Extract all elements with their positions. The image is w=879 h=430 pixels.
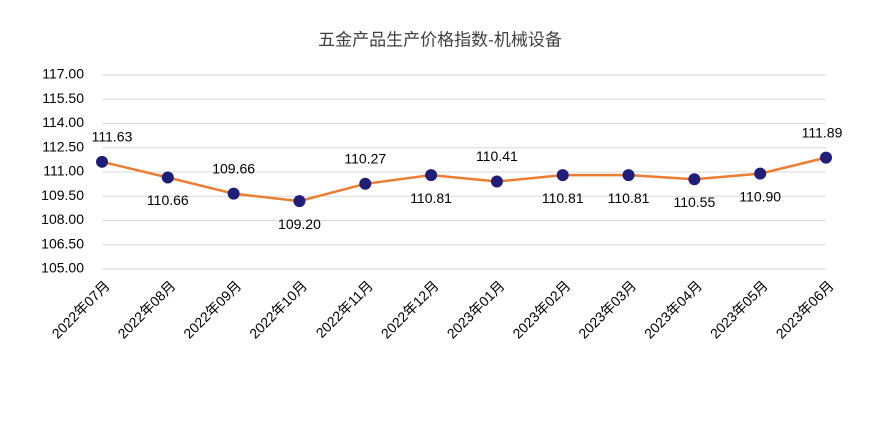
chart-title: 五金产品生产价格指数-机械设备 <box>318 30 562 49</box>
data-point <box>688 173 701 186</box>
data-point <box>425 169 438 182</box>
x-tick-label: 2022年11月 <box>313 277 376 340</box>
data-label: 110.81 <box>410 190 452 206</box>
data-point <box>556 169 569 182</box>
x-tick-label: 2023年06月 <box>773 277 837 341</box>
data-point <box>622 169 635 182</box>
y-tick-label: 109.50 <box>41 187 84 203</box>
data-label: 110.90 <box>739 188 781 204</box>
y-tick-label: 112.50 <box>42 138 84 154</box>
data-label: 109.66 <box>212 160 255 176</box>
x-tick-label: 2023年03月 <box>575 277 639 341</box>
data-label: 110.55 <box>673 194 715 210</box>
x-tick-label: 2023年02月 <box>509 277 573 341</box>
y-tick-label: 117.00 <box>42 66 84 82</box>
y-tick-label: 114.00 <box>42 114 84 130</box>
x-tick-label: 2022年07月 <box>49 277 113 341</box>
y-tick-label: 115.50 <box>42 90 84 106</box>
data-label: 110.66 <box>147 192 189 208</box>
x-tick-label: 2022年12月 <box>378 277 442 341</box>
data-label: 110.27 <box>344 151 386 167</box>
x-tick-label: 2023年05月 <box>707 277 771 341</box>
data-point <box>359 177 372 190</box>
data-point <box>227 187 240 200</box>
x-tick-label: 2023年01月 <box>444 277 508 341</box>
y-tick-label: 105.00 <box>41 260 84 276</box>
data-label: 110.41 <box>476 148 518 164</box>
data-label: 110.81 <box>608 190 650 206</box>
x-tick-label: 2022年09月 <box>180 277 244 341</box>
x-tick-label: 2022年10月 <box>246 277 310 341</box>
data-label: 111.63 <box>92 129 133 145</box>
y-tick-label: 106.50 <box>41 235 84 251</box>
data-point <box>96 155 108 168</box>
data-point <box>161 171 174 184</box>
data-point <box>754 167 767 180</box>
x-tick-label: 2023年04月 <box>641 277 705 341</box>
data-line <box>101 156 827 203</box>
y-tick-label: 111.00 <box>43 163 84 179</box>
data-label: 109.20 <box>278 216 321 232</box>
data-label: 110.81 <box>542 190 584 206</box>
data-label: 111.89 <box>802 124 843 140</box>
data-point <box>490 175 503 188</box>
data-point <box>293 195 306 208</box>
x-tick-label: 2022年08月 <box>114 277 178 341</box>
y-tick-label: 108.00 <box>41 211 84 227</box>
data-point <box>820 151 832 164</box>
